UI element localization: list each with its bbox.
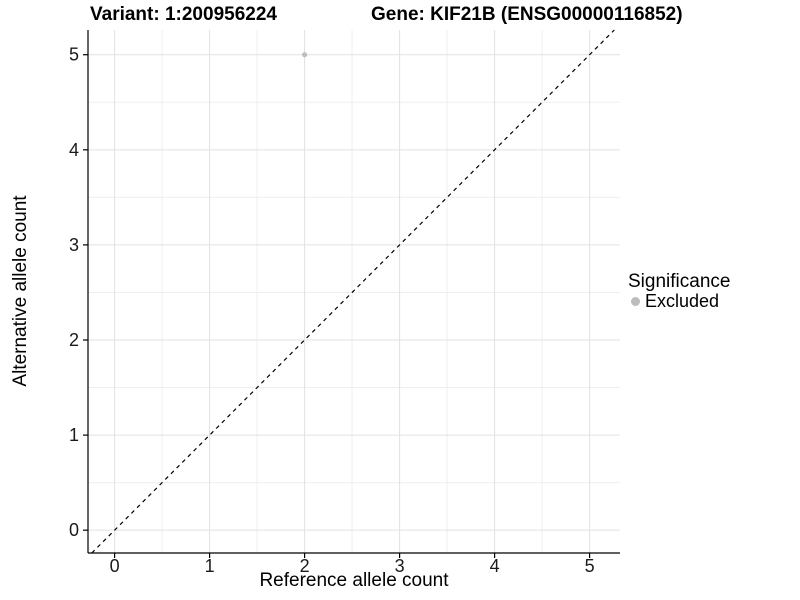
excluded-point-icon <box>631 297 640 306</box>
x-tick-label: 2 <box>300 556 310 576</box>
x-axis-title: Reference allele count <box>259 570 449 591</box>
y-tick-label: 5 <box>69 45 79 65</box>
y-tick-label: 1 <box>69 425 79 445</box>
y-tick-label: 2 <box>69 330 79 350</box>
gene-title: Gene: KIF21B (ENSG00000116852) <box>371 4 683 25</box>
y-tick-label: 4 <box>69 140 79 160</box>
variant-title: Variant: 1:200956224 <box>90 4 277 25</box>
x-tick-label: 5 <box>585 556 595 576</box>
x-tick-label: 3 <box>395 556 405 576</box>
x-tick-label: 0 <box>110 556 120 576</box>
legend-title: Significance <box>628 271 731 292</box>
legend: Significance Excluded <box>628 271 730 311</box>
y-tick-label: 0 <box>69 520 79 540</box>
data-point-excluded <box>302 52 308 58</box>
y-tick-label: 3 <box>69 235 79 255</box>
legend-item-label: Excluded <box>645 291 720 311</box>
identity-dashed-line <box>91 29 615 554</box>
legend-item-excluded: Excluded <box>628 292 730 311</box>
x-tick-label: 1 <box>205 556 215 576</box>
x-tick-label: 4 <box>490 556 500 576</box>
y-axis-title: Alternative allele count <box>10 195 31 387</box>
